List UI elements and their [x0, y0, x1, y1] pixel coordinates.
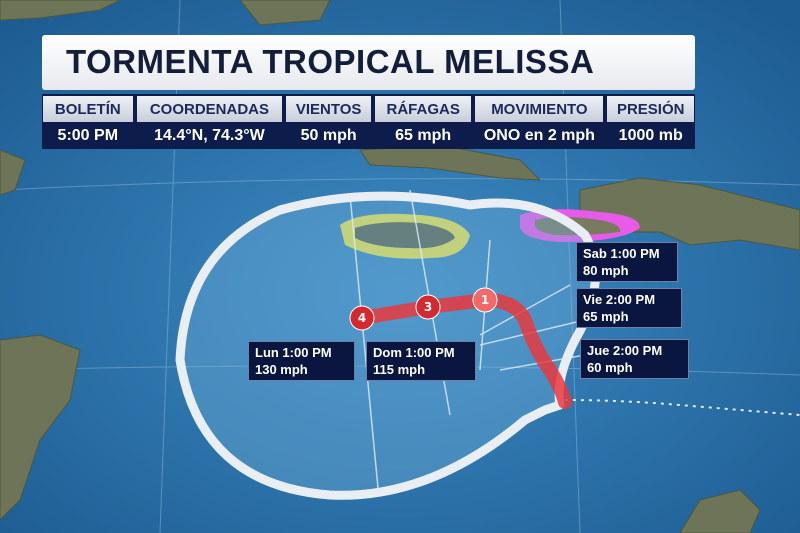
- value-gusts: 65 mph: [395, 126, 452, 144]
- yucatan-land: [0, 334, 81, 521]
- column-movement: MOVIMIENTO ONO en 2 mph: [474, 94, 607, 149]
- column-winds: VIENTOS 50 mph: [285, 94, 374, 149]
- value-coordinates: 14.4°N, 74.3°W: [154, 126, 265, 144]
- forecast-label-vie: Vie 2:00 PM 65 mph: [576, 288, 682, 328]
- storm-marker-4: 4: [349, 305, 375, 331]
- central-america-land: [0, 149, 761, 533]
- header-gusts: RÁFAGAS: [374, 96, 472, 122]
- svg-text:1: 1: [481, 293, 489, 307]
- header-pressure: PRESIÓN: [607, 96, 695, 122]
- info-table: BOLETÍN 5:00 PM COORDENADAS 14.4°N, 74.3°W…: [42, 94, 695, 149]
- storm-marker-3: 3: [415, 294, 441, 320]
- column-pressure: PRESIÓN 1000 mb: [606, 94, 695, 149]
- forecast-label-dom: Dom 1:00 PM 115 mph: [366, 341, 476, 381]
- value-movement: ONO en 2 mph: [483, 126, 595, 144]
- storm-title: TORMENTA TROPICAL MELISSA: [66, 43, 595, 80]
- column-bulletin: BOLETÍN 5:00 PM: [42, 94, 136, 149]
- forecast-label-sab: Sab 1:00 PM 80 mph: [576, 242, 678, 282]
- svg-text:3: 3: [424, 300, 432, 314]
- header-winds: VIENTOS: [286, 96, 371, 122]
- header-movement: MOVIMIENTO: [475, 96, 604, 122]
- past-track: [564, 399, 800, 416]
- header-bulletin: BOLETÍN: [43, 96, 133, 122]
- value-bulletin: 5:00 PM: [57, 126, 119, 144]
- jamaica-land: [355, 222, 455, 249]
- value-pressure: 1000 mb: [618, 126, 683, 144]
- svg-text:4: 4: [358, 311, 366, 325]
- title-banner: TORMENTA TROPICAL MELISSA: [42, 35, 695, 90]
- forecast-track: [355, 292, 572, 409]
- value-winds: 50 mph: [300, 126, 357, 144]
- storm-marker-1: 1: [472, 287, 498, 313]
- header-coordinates: COORDENADAS: [136, 96, 283, 122]
- forecast-label-lun: Lun 1:00 PM 130 mph: [248, 341, 355, 381]
- column-gusts: RÁFAGAS 65 mph: [374, 94, 475, 149]
- column-coordinates: COORDENADAS 14.4°N, 74.3°W: [136, 94, 286, 149]
- forecast-label-jue: Jue 2:00 PM 60 mph: [580, 339, 689, 379]
